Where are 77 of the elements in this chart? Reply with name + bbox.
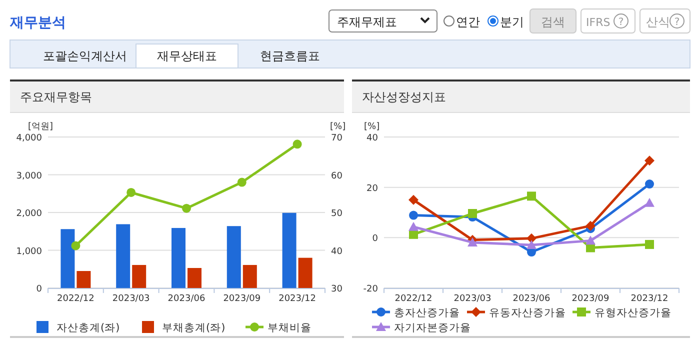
legend-label: 자기자본증가율 xyxy=(394,322,471,334)
point xyxy=(526,233,536,244)
y-tick-label: -20 xyxy=(363,284,378,294)
point xyxy=(526,240,536,249)
text: 연간 xyxy=(456,15,480,29)
x-tick-label: 2023/09 xyxy=(572,294,610,304)
x-tick-label: 2023/03 xyxy=(112,294,150,304)
legend-label: 총자산증가율 xyxy=(394,307,460,319)
text: 분기 xyxy=(500,15,524,29)
point xyxy=(468,209,477,218)
bar xyxy=(116,224,130,288)
legend-label: 유동자산증가율 xyxy=(489,307,566,319)
point xyxy=(645,240,654,249)
legend-label: 부채총계(좌) xyxy=(162,322,226,334)
text: 산식 xyxy=(646,15,670,29)
bar xyxy=(242,264,257,288)
point xyxy=(71,241,80,250)
y-tick-label: 40 xyxy=(366,134,378,144)
x-tick-label: 2022/12 xyxy=(394,294,432,304)
bar xyxy=(76,271,91,288)
bar xyxy=(282,212,296,288)
chart-title: 자산성장성지표 xyxy=(362,90,446,104)
text: 현금흐름표 xyxy=(260,49,320,63)
x-tick-label: 2023/12 xyxy=(278,294,316,304)
bar xyxy=(60,229,75,288)
x-tick-label: 2023/12 xyxy=(630,294,668,304)
point xyxy=(182,204,191,213)
bar xyxy=(188,268,202,288)
point xyxy=(408,222,418,231)
point xyxy=(644,156,654,166)
legend-label: 유형자산증가율 xyxy=(594,307,672,319)
point xyxy=(409,210,418,220)
point xyxy=(237,178,246,187)
x-tick-label: 2023/06 xyxy=(512,294,550,304)
x-tick-label: 2023/03 xyxy=(454,294,492,304)
bar xyxy=(172,228,186,288)
y-tick-label: 0 xyxy=(36,284,42,294)
text: ? xyxy=(618,17,624,28)
text: IFRS xyxy=(586,16,610,29)
bar xyxy=(132,264,146,288)
text: 포괄손익계산서 xyxy=(43,49,127,63)
bar xyxy=(226,226,241,288)
text: 재무상태표 xyxy=(157,49,217,63)
y-tick-label: 0 xyxy=(372,234,378,244)
text: 검색 xyxy=(541,15,565,29)
point xyxy=(292,140,302,149)
bar xyxy=(298,258,312,288)
chart-title: 주요재무항목 xyxy=(20,90,92,104)
point xyxy=(408,194,418,205)
x-tick-label: 2022/12 xyxy=(57,294,94,304)
point xyxy=(644,198,654,207)
y-tick-label: 1,000 xyxy=(16,246,42,257)
point xyxy=(527,192,536,201)
y2-tick-label: 40 xyxy=(331,246,343,257)
point xyxy=(126,188,136,197)
text: 재무분석 xyxy=(9,15,66,31)
text: ? xyxy=(674,17,680,28)
y-tick-label: 3,000 xyxy=(16,171,42,182)
text: 주재무제표 xyxy=(337,15,397,29)
y-axis-title: [억원] xyxy=(28,122,54,132)
y2-tick-label: 50 xyxy=(331,209,343,219)
y2-tick-label: 30 xyxy=(331,284,343,294)
y2-tick-label: 70 xyxy=(331,134,343,144)
point xyxy=(586,220,596,231)
x-tick-label: 2023/09 xyxy=(223,294,261,304)
legend-label: 부채비율 xyxy=(268,322,312,334)
point xyxy=(468,237,478,246)
x-tick-label: 2023/06 xyxy=(168,294,206,304)
point xyxy=(586,236,596,245)
legend-label: 자산총계(좌) xyxy=(56,322,120,334)
y2-tick-label: 60 xyxy=(331,171,343,182)
point xyxy=(645,180,654,189)
y2-axis-title: [%] xyxy=(330,122,346,132)
y-tick-label: 2,000 xyxy=(16,209,42,219)
y-axis-title: [%] xyxy=(364,122,380,132)
y-tick-label: 20 xyxy=(366,184,378,194)
y-tick-label: 4,000 xyxy=(16,134,42,144)
